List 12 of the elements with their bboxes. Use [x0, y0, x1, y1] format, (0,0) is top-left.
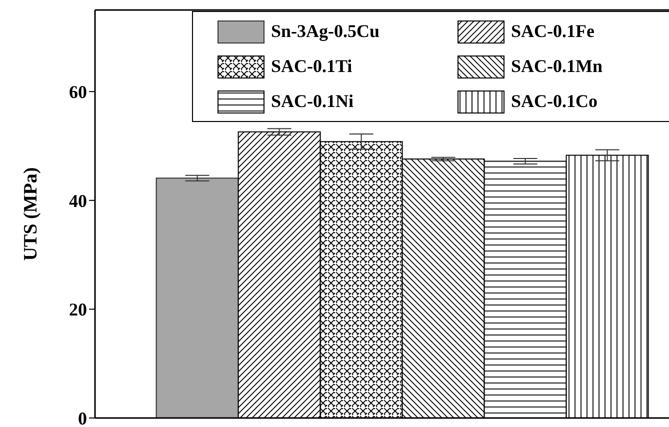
legend-label: Sn-3Ag-0.5Cu [271, 21, 380, 42]
y-tick-label: 0 [78, 408, 87, 427]
legend-label: SAC-0.1Ti [271, 56, 352, 77]
y-axis-title: UTS (MPa) [20, 167, 42, 261]
legend-label: SAC-0.1Fe [511, 21, 594, 42]
legend-label: SAC-0.1Co [511, 91, 598, 112]
y-tick-label: 20 [69, 300, 87, 320]
y-tick-label: 40 [69, 190, 87, 211]
bar [156, 178, 239, 418]
legend-label: SAC-0.1Ni [271, 91, 354, 112]
y-tick-label: 60 [69, 82, 87, 102]
legend-label: SAC-0.1Mn [511, 56, 603, 77]
